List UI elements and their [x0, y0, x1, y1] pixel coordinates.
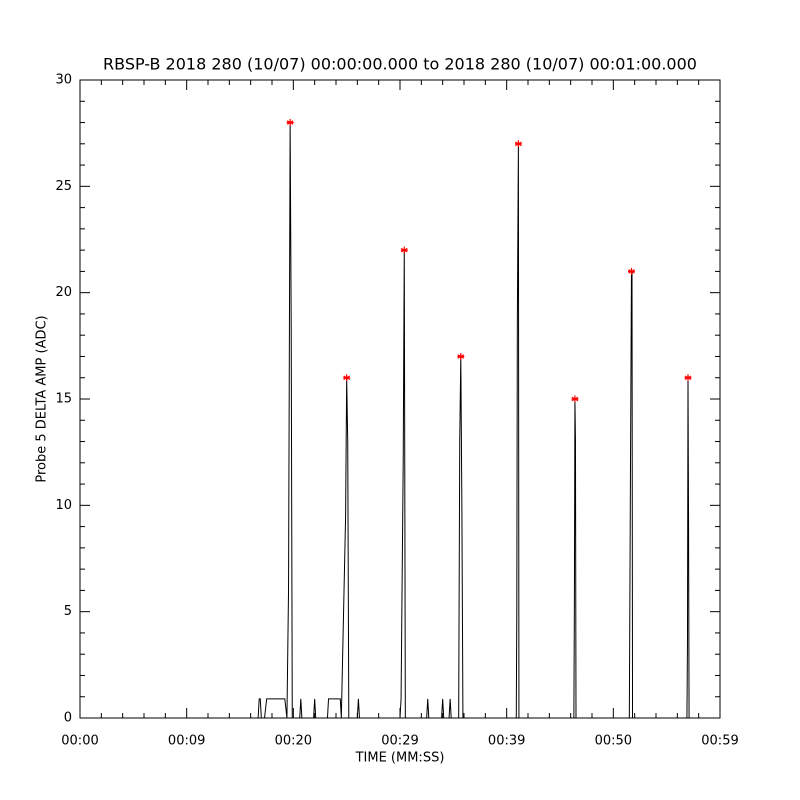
x-tick-label: 00:29 [381, 734, 418, 749]
y-axis-label: Probe 5 DELTA AMP (ADC) [35, 315, 50, 482]
peak-marker [400, 246, 408, 254]
y-tick-label: 15 [55, 392, 72, 407]
peak-marker [684, 374, 692, 382]
y-tick-label: 10 [55, 498, 72, 513]
peak-marker [571, 395, 579, 403]
data-line [80, 122, 720, 719]
peak-marker [286, 119, 294, 127]
x-tick-label: 00:50 [595, 734, 632, 749]
x-tick-label: 00:09 [168, 734, 205, 749]
x-tick-label: 00:39 [488, 734, 525, 749]
peak-marker [457, 352, 465, 360]
chart-title: RBSP-B 2018 280 (10/07) 00:00:00.000 to … [103, 55, 697, 74]
x-axis-label: TIME (MM:SS) [355, 751, 445, 766]
y-tick-label: 0 [64, 711, 72, 726]
y-tick-label: 25 [55, 179, 72, 194]
peak-marker [514, 140, 522, 148]
y-tick-label: 30 [55, 73, 72, 88]
x-tick-label: 00:00 [61, 734, 98, 749]
peak-marker [343, 374, 351, 382]
x-tick-label: 00:20 [275, 734, 312, 749]
y-tick-label: 20 [55, 285, 72, 300]
peak-marker [627, 267, 635, 275]
x-tick-label: 00:59 [701, 734, 738, 749]
y-tick-label: 5 [64, 604, 72, 619]
